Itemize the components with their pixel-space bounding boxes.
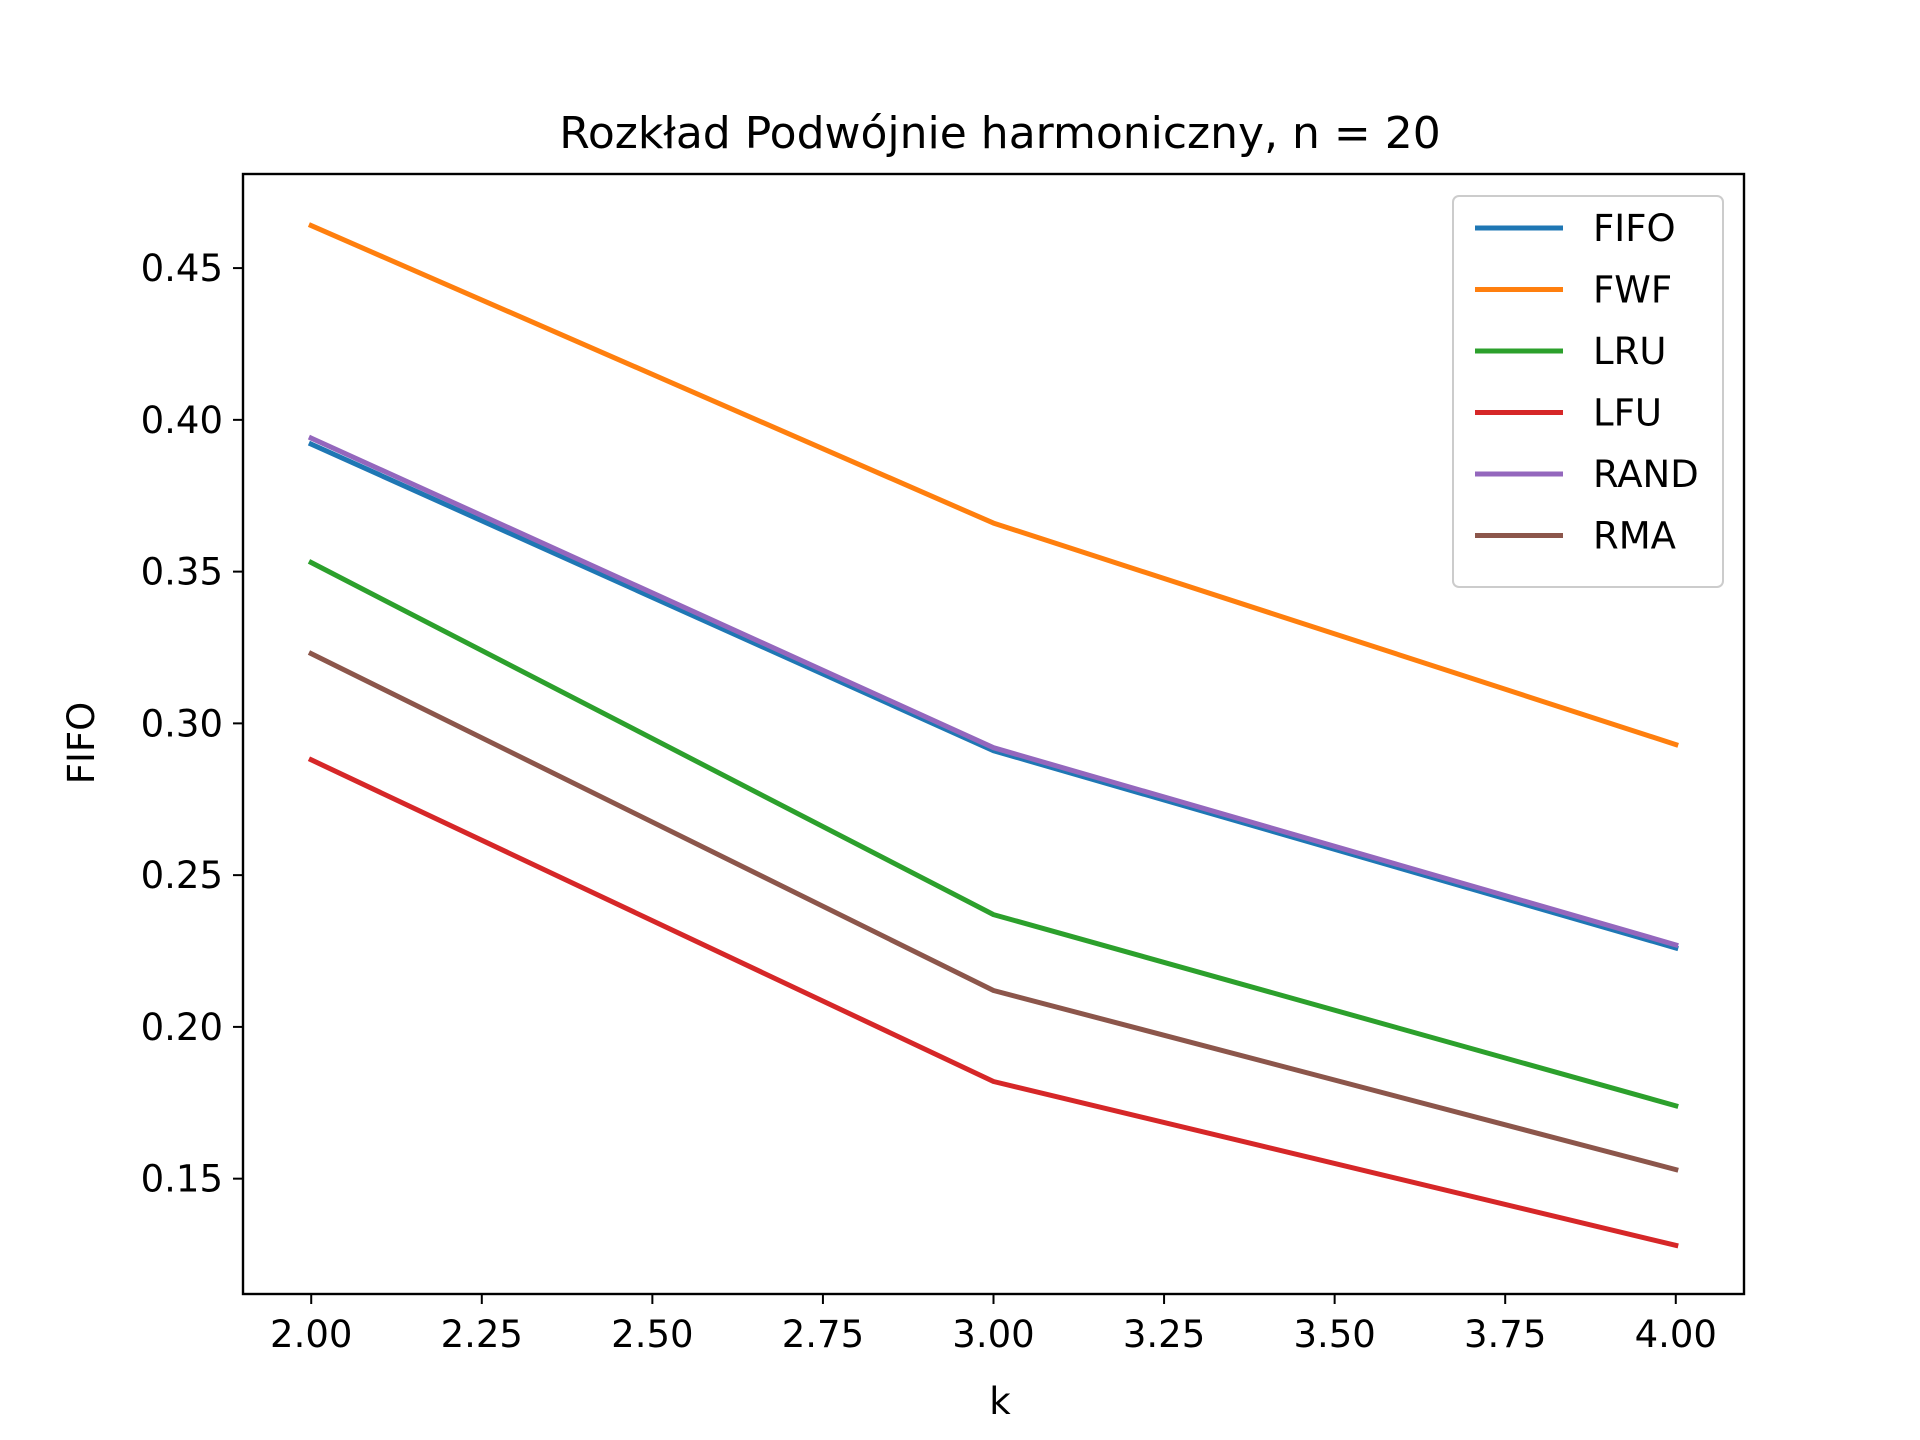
legend-label: LFU — [1593, 392, 1662, 435]
legend-label: LRU — [1593, 330, 1666, 373]
x-tick-label: 3.25 — [1123, 1313, 1205, 1356]
series-line-lru — [307, 559, 1679, 1109]
y-axis-label: FIFO — [60, 702, 103, 785]
y-axis-ticks: 0.15 0.20 0.25 0.30 0.35 0.40 0.45 — [141, 247, 243, 1201]
y-tick-label: 0.35 — [141, 551, 223, 594]
y-tick-label: 0.25 — [141, 854, 223, 897]
series-line-fifo — [307, 440, 1679, 952]
y-tick-label: 0.45 — [141, 247, 223, 290]
x-tick-label: 2.25 — [441, 1313, 523, 1356]
y-tick-label: 0.15 — [141, 1158, 223, 1201]
x-tick-label: 2.00 — [270, 1313, 352, 1356]
y-tick-label: 0.20 — [141, 1006, 223, 1049]
chart-title: Rozkład Podwójnie harmoniczny, n = 20 — [559, 108, 1441, 159]
x-tick-label: 3.50 — [1293, 1313, 1375, 1356]
x-axis-label: k — [989, 1380, 1011, 1423]
legend-box — [1452, 195, 1724, 588]
x-tick-label: 3.00 — [952, 1313, 1034, 1356]
x-tick-label: 3.75 — [1464, 1313, 1546, 1356]
y-tick-label: 0.30 — [141, 702, 223, 745]
x-axis-ticks: 2.00 2.25 2.50 2.75 3.00 3.25 3.50 3.75 4.00 — [270, 1294, 1717, 1356]
y-tick-label: 0.40 — [141, 399, 223, 442]
plot-lines — [307, 222, 1679, 1249]
legend-label: FWF — [1593, 269, 1672, 312]
legend-label: RAND — [1593, 453, 1699, 496]
x-tick-label: 4.00 — [1635, 1313, 1717, 1356]
x-tick-label: 2.75 — [782, 1313, 864, 1356]
legend-label: FIFO — [1593, 207, 1676, 250]
series-line-fwf — [307, 222, 1679, 748]
series-line-lfu — [307, 756, 1679, 1249]
legend-label: RMA — [1593, 515, 1676, 558]
x-tick-label: 2.50 — [611, 1313, 693, 1356]
legend: FIFO FWF LRU LFU RAND RMA — [1452, 195, 1724, 588]
series-line-rand — [307, 434, 1679, 948]
series-line-rma — [307, 650, 1679, 1173]
